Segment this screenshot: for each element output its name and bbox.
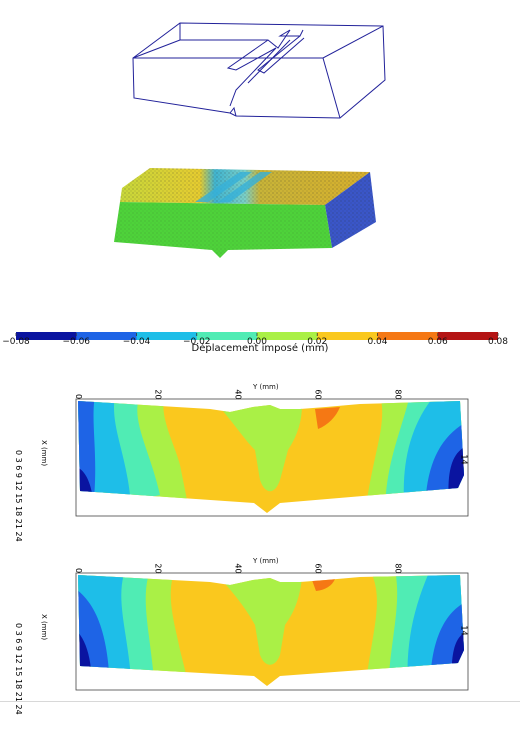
colorbar-tick-label: −0.06 <box>62 337 90 347</box>
plot2-tick-80: 80 <box>393 563 403 574</box>
plot2-tick-20: 20 <box>153 563 163 574</box>
left-tick: 24 <box>14 531 23 542</box>
plot2-frame <box>75 572 469 691</box>
left-tick: 18 <box>14 679 23 690</box>
colorbar-tick-label: 0.08 <box>488 337 508 347</box>
left-tick: 3 <box>14 630 23 636</box>
left-tick: 6 <box>14 638 23 644</box>
plot2-tick-60: 60 <box>313 563 323 574</box>
left-tick: 18 <box>14 506 23 517</box>
colorbar-tick-label: 0.06 <box>428 337 448 347</box>
plot1-x-axis-title: X (mm) <box>40 440 48 467</box>
colorbar-scale <box>16 332 499 340</box>
plot1-tick-0: 0 <box>74 393 84 400</box>
plot1-left-ticks: 0 3 6 9 12 15 18 21 24 <box>14 450 23 570</box>
plot1-tick-40: 40 <box>233 389 243 400</box>
plot1-frame <box>75 398 469 517</box>
left-tick: 15 <box>14 666 23 677</box>
plot1-tick-20: 20 <box>153 389 163 400</box>
colorbar-segment <box>16 332 77 340</box>
colorbar-segment <box>437 332 499 340</box>
left-tick: 0 <box>14 623 23 629</box>
plot2-tick-40: 40 <box>233 563 243 574</box>
colorbar-segment <box>136 332 198 340</box>
plot1-tick-80: 80 <box>393 389 403 400</box>
contour-plot-1 <box>75 398 469 517</box>
colorbar-ticks: −0.08 −0.06 −0.04 −0.02 0.00 0.02 0.04 0.06 0.08 <box>2 333 508 347</box>
plot1-tick-60: 60 <box>313 389 323 400</box>
colorbar-tick-label: 0.04 <box>367 337 387 347</box>
left-tick: 12 <box>14 480 23 491</box>
left-tick: 21 <box>14 518 23 529</box>
plot2-left-ticks: 0 3 6 9 12 15 18 21 24 <box>14 623 23 743</box>
left-tick: 3 <box>14 457 23 463</box>
contour-field <box>78 401 464 513</box>
plot1-right-label: 14 <box>459 454 469 465</box>
colorbar-tick-label: 0.00 <box>247 337 267 347</box>
wireframe-model <box>132 22 386 119</box>
plot1-y-axis-title: Y (mm) <box>253 383 279 391</box>
page-divider <box>0 701 520 702</box>
left-tick: 9 <box>14 472 23 479</box>
surface-model <box>114 168 376 258</box>
colorbar-tick-label: −0.08 <box>2 337 30 347</box>
colorbar-segment <box>76 332 137 340</box>
colorbar-segment <box>377 332 439 340</box>
colorbar-label: Déplacement imposé (mm) <box>191 343 329 354</box>
left-tick: 6 <box>14 465 23 471</box>
left-tick: 24 <box>14 704 23 715</box>
plot2-right-label: 14 <box>459 625 469 636</box>
left-tick: 0 <box>14 450 23 456</box>
left-tick: 15 <box>14 493 23 504</box>
colorbar-tick-label: −0.02 <box>183 337 211 347</box>
colorbar-tick-label: −0.04 <box>123 337 151 347</box>
colorbar-segment <box>196 332 258 340</box>
contour-field-2 <box>78 575 464 686</box>
colorbar-tick-label: 0.02 <box>307 337 327 347</box>
colorbar-segment <box>317 332 378 340</box>
colorbar-segment <box>257 332 318 340</box>
colorbar <box>16 325 499 340</box>
plot2-tick-0: 0 <box>74 567 84 574</box>
left-tick: 12 <box>14 653 23 664</box>
plot2-x-axis-title: X (mm) <box>40 614 48 641</box>
contour-plot-2 <box>75 572 469 691</box>
left-tick: 9 <box>14 645 23 652</box>
plot2-y-axis-title: Y (mm) <box>253 557 279 565</box>
